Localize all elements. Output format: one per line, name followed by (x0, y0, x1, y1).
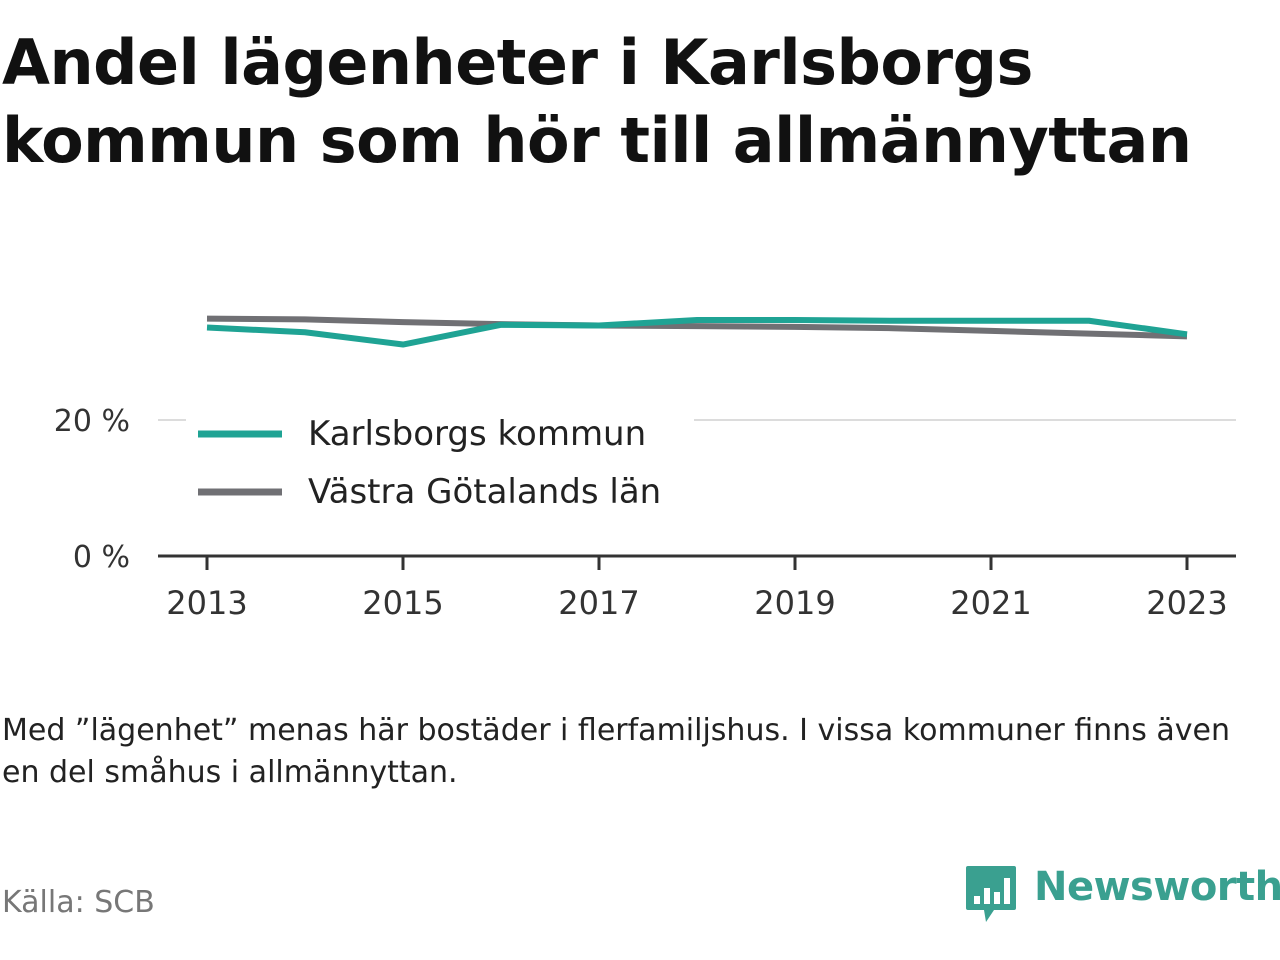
chart-title: Andel lägenheter i Karlsborgs kommun som… (2, 26, 1192, 177)
x-tick-label: 2021 (950, 584, 1031, 622)
series-line (206, 317, 1188, 348)
line-chart: 0 % 20 % Karlsborgs kommun Västra Götaland… (54, 315, 1236, 622)
legend-label: Västra Götalands län (308, 472, 661, 512)
x-tick-label: 2013 (166, 584, 247, 622)
series-lines (206, 315, 1188, 348)
x-tick-label: 2023 (1146, 584, 1227, 622)
x-axis-labels: 2013 2015 2017 2019 2021 2023 (166, 584, 1227, 622)
y-tick-label: 0 % (73, 540, 130, 575)
source-label: Källa: SCB (2, 885, 155, 920)
legend: Karlsborgs kommun Västra Götalands län (186, 412, 694, 536)
chart-note: Med ”lägenhet” menas här bostäder i fler… (2, 713, 1230, 790)
y-tick-label: 20 % (54, 404, 130, 439)
series-line (206, 315, 1188, 340)
x-tick-label: 2015 (362, 584, 443, 622)
y-axis-labels: 0 % 20 % (54, 404, 130, 575)
x-tick-label: 2019 (754, 584, 835, 622)
x-axis-ticks (205, 556, 1189, 570)
legend-label: Karlsborgs kommun (308, 414, 646, 454)
x-tick-label: 2017 (558, 584, 639, 622)
brand-name: Newsworthy (1034, 864, 1280, 910)
newsworthy-logo-icon (966, 866, 1016, 922)
